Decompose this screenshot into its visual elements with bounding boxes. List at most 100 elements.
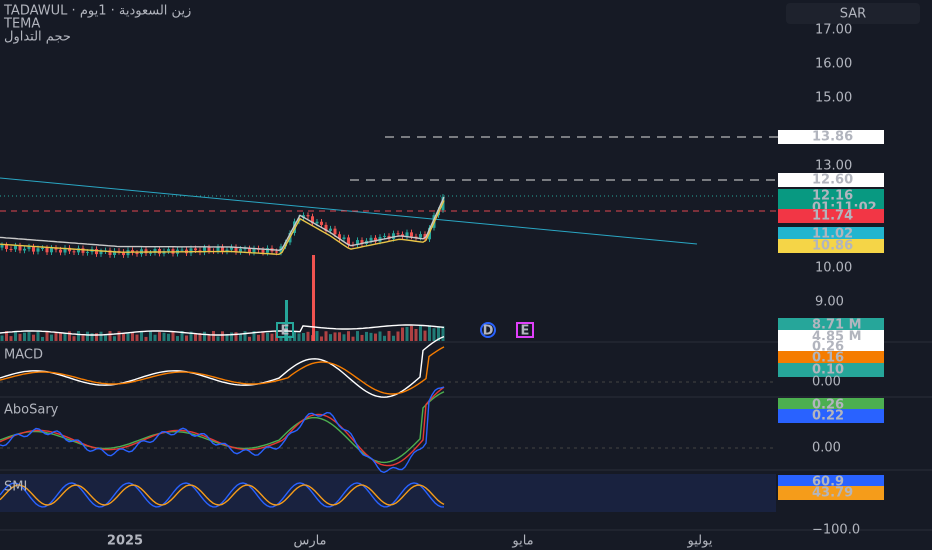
event-marker: E [281, 324, 290, 339]
volume-bar [261, 331, 265, 341]
candle-body [369, 237, 373, 241]
volume-bar [90, 333, 94, 341]
candle-body [347, 237, 350, 245]
volume-bar [221, 331, 224, 341]
volume-bar [153, 334, 157, 341]
signal-line [0, 346, 445, 395]
candle-body [225, 249, 229, 252]
volume-bar [270, 333, 274, 341]
candle-body [324, 224, 328, 231]
macd-tag-bg [778, 351, 884, 365]
volume-bar [306, 331, 310, 341]
volume-bar [122, 333, 125, 341]
volume-bar [297, 333, 301, 341]
price-tag-bg [778, 209, 884, 223]
volume-bar [212, 331, 215, 341]
event-marker: D [483, 324, 494, 339]
indicator-label: حجم التداول [4, 30, 71, 45]
candle-body [131, 250, 134, 253]
candle-body [234, 247, 238, 253]
candle-body [248, 248, 251, 253]
volume-bar [158, 332, 161, 341]
volume-bar [149, 331, 152, 341]
candle-body [410, 232, 413, 237]
smi-axis-label: −100.0 [812, 523, 860, 538]
volume-bar [45, 331, 49, 341]
currency-button[interactable] [786, 3, 920, 24]
volume-bar [360, 334, 364, 341]
abosary-axis-label: 0.00 [812, 441, 841, 456]
candle-body [68, 247, 71, 252]
price-tag-bg [778, 239, 884, 253]
volume-bar [9, 336, 13, 341]
candle-body [203, 247, 206, 253]
smi-tag: 43.79 [812, 486, 853, 501]
volume-tag-bg [778, 318, 884, 332]
volume-bar [428, 325, 431, 341]
time-axis-label: يوليو [687, 534, 713, 549]
candle-body [189, 248, 193, 254]
price-tag: 12.60 [812, 173, 853, 188]
volume-bar [329, 334, 332, 341]
event-marker-bg [516, 322, 534, 338]
volume-bar [135, 334, 139, 341]
price-tag: 12.16 [812, 189, 853, 204]
candle-body [59, 249, 62, 253]
volume-bar [180, 331, 184, 341]
volume-bar [131, 332, 134, 341]
smi-orange [0, 484, 445, 506]
volume-bar [176, 336, 179, 341]
volume-bar [144, 336, 148, 341]
candle-body [383, 235, 386, 237]
price-tag-bg [778, 227, 884, 241]
volume-bar [396, 331, 400, 341]
candle-body [149, 252, 152, 254]
volume-bar [320, 336, 323, 341]
macd-tag-bg [778, 363, 884, 377]
volume-bar [239, 334, 242, 341]
volume-bar [234, 332, 238, 341]
candle-body [360, 240, 364, 244]
candle-body [293, 221, 296, 233]
volume-bar [14, 331, 17, 341]
time-axis-label: مايو [511, 534, 533, 549]
candle-body [153, 249, 157, 253]
candle-body [122, 251, 125, 256]
candle-body [63, 247, 67, 253]
candle-body [405, 232, 409, 237]
candle-body [423, 234, 427, 240]
candle-body [54, 247, 58, 250]
candle-body [32, 246, 35, 252]
volume-spike [312, 255, 315, 341]
event-marker-bg [276, 322, 294, 338]
candle-body [221, 246, 224, 252]
candle-body [194, 248, 197, 251]
volume-bar [369, 332, 373, 341]
candle-body [5, 245, 8, 250]
volume-ma [0, 324, 445, 336]
volume-bar [347, 331, 350, 341]
volume-bar [216, 336, 220, 341]
volume-bar [207, 335, 211, 341]
candle-body [374, 237, 377, 242]
volume-bar [437, 326, 440, 341]
price-axis-label: 9.00 [815, 295, 844, 310]
macd-tag: 0.10 [812, 363, 844, 378]
candle-body [27, 246, 31, 249]
candle-body [306, 215, 310, 217]
candle-body [9, 249, 13, 251]
volume-bar [59, 332, 62, 341]
volume-bar [104, 335, 107, 341]
volume-bar [441, 326, 445, 341]
volume-bar [392, 335, 395, 341]
volume-bar [401, 327, 404, 341]
candle-body [311, 216, 314, 224]
volume-bar [185, 335, 188, 341]
candle-body [315, 221, 319, 224]
price-axis-label: 15.00 [815, 91, 852, 106]
candle-body [144, 249, 148, 254]
volume-bar [23, 332, 26, 341]
price-tag-bg [778, 189, 884, 203]
panel-title: SMI [4, 480, 27, 495]
